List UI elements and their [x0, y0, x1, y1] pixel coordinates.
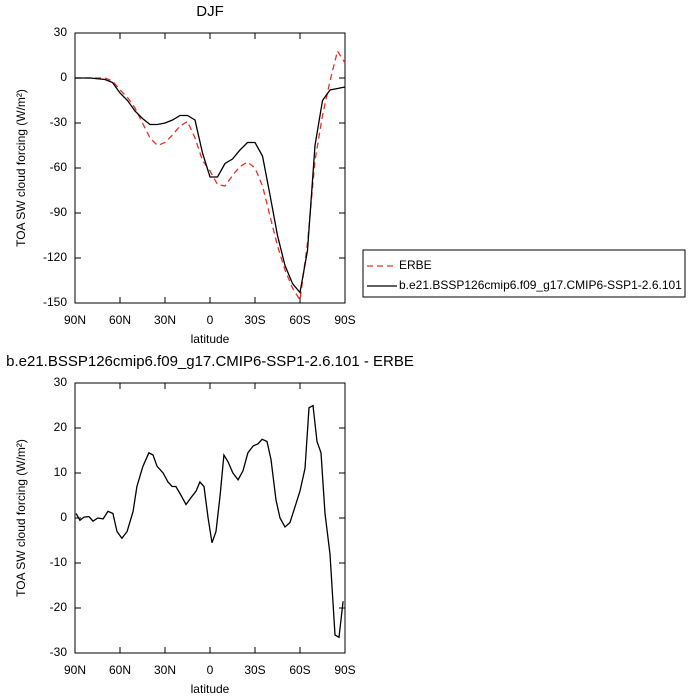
legend-label: ERBE: [399, 258, 432, 272]
data-line: [75, 77, 346, 294]
x-tick-label: 0: [207, 663, 214, 677]
x-tick-label: 30S: [244, 313, 265, 327]
x-tick-label: 90S: [334, 313, 355, 327]
data-line: [75, 404, 344, 639]
y-tick-label: 0: [60, 510, 67, 524]
x-tick-label: 0: [207, 313, 214, 327]
y-tick-label: -60: [50, 160, 68, 174]
y-tick-label: 30: [54, 375, 68, 389]
legend-label: b.e21.BSSP126cmip6.f09_g17.CMIP6-SSP1-2.…: [399, 278, 682, 292]
plot-frame: [74, 32, 346, 304]
legend-box: [362, 249, 686, 298]
y-tick-label: -30: [50, 645, 68, 659]
x-tick-label: 90S: [334, 663, 355, 677]
chart-title: DJF: [196, 3, 224, 20]
x-tick-label: 90N: [64, 663, 86, 677]
y-tick-label: 20: [54, 420, 68, 434]
x-tick-label: 60N: [109, 663, 131, 677]
y-tick-label: -90: [50, 205, 68, 219]
chart-title: b.e21.BSSP126cmip6.f09_g17.CMIP6-SSP1-2.…: [6, 353, 414, 370]
x-tick-label: 30N: [154, 663, 176, 677]
y-tick-label: 0: [60, 70, 67, 84]
y-axis-label: TOA SW cloud forcing (W/m²): [14, 89, 28, 247]
x-tick-label: 90N: [64, 313, 86, 327]
x-tick-label: 30S: [244, 663, 265, 677]
y-tick-label: -20: [50, 600, 68, 614]
x-axis-label: latitude: [191, 332, 230, 346]
plot-frame: [74, 382, 346, 654]
y-axis-label: TOA SW cloud forcing (W/m²): [14, 439, 28, 597]
x-tick-label: 60S: [289, 663, 310, 677]
y-tick-label: -30: [50, 115, 68, 129]
x-tick-label: 60S: [289, 313, 310, 327]
y-tick-label: 10: [54, 465, 68, 479]
y-tick-label: -10: [50, 555, 68, 569]
x-tick-label: 60N: [109, 313, 131, 327]
x-tick-label: 30N: [154, 313, 176, 327]
y-tick-label: -120: [43, 250, 67, 264]
y-tick-label: -150: [43, 295, 67, 309]
y-tick-label: 30: [54, 25, 68, 39]
x-axis-label: latitude: [191, 682, 230, 696]
